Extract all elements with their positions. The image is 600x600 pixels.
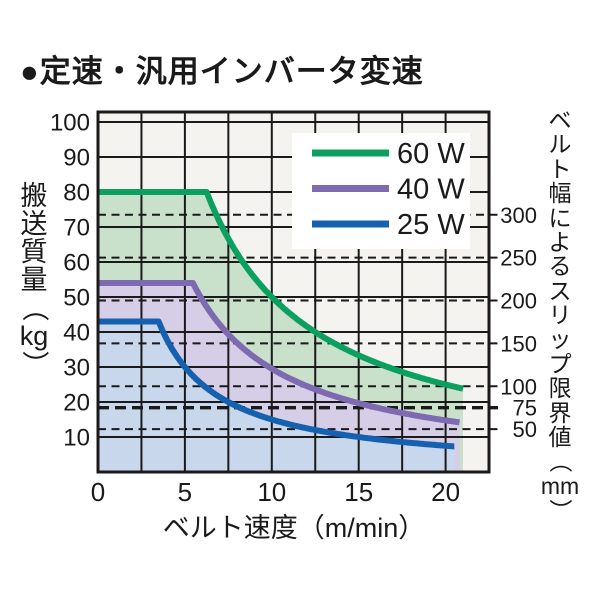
- gridlines: [98, 112, 489, 472]
- y-tick-label: 90: [63, 145, 90, 172]
- series-line-40w: [98, 280, 462, 426]
- legend: 60 W 40 W25 W: [292, 133, 470, 249]
- y2-tick-label: 300: [500, 203, 537, 228]
- series-fill-25w: [98, 321, 455, 472]
- x-axis-title: ベルト速度（m/min）: [162, 513, 426, 543]
- axis-title-char: 幅: [548, 180, 572, 207]
- y2-tick-label: 150: [500, 331, 537, 356]
- y2-tick-label: 200: [500, 289, 537, 314]
- y-axis-title-right: ベルト幅によるスリップ限界値（mm）: [540, 107, 580, 522]
- y2-tick-label: 250: [500, 246, 537, 271]
- axis-title-char: （: [19, 294, 50, 322]
- chart-title: ●定速・汎用インバータ変速: [20, 54, 424, 89]
- x-tick-label: 20: [431, 477, 460, 507]
- axis-title-char: 値: [548, 423, 572, 450]
- axis-title-char: ト: [548, 155, 572, 182]
- x-axis-tick-labels: 0 5 10 15 20: [91, 477, 460, 507]
- axis-title-char: 量: [20, 265, 48, 296]
- axis-title-char: （: [547, 449, 574, 473]
- y-axis-tick-labels: 100 90 80 70 60 50 40 30 20 10: [50, 110, 90, 452]
- y-tick-label: 10: [63, 425, 90, 452]
- x-tick-label: 5: [178, 477, 192, 507]
- y-tick-label: 60: [63, 250, 90, 277]
- axis-title-char: 質: [20, 237, 48, 268]
- axis-title-char: 搬: [20, 181, 48, 211]
- y-tick-label: 30: [63, 355, 90, 382]
- axis-title-char: ス: [548, 277, 572, 304]
- axis-title-char: に: [548, 204, 572, 231]
- legend-label: 60 W: [397, 138, 465, 170]
- axis-title-char: 限: [548, 375, 572, 402]
- legend-label: 40 W: [397, 174, 465, 206]
- y-tick-label: 20: [63, 390, 90, 417]
- y-tick-label: 80: [63, 180, 90, 207]
- x-tick-label: 0: [91, 477, 105, 507]
- axis-title-latin: mm: [540, 472, 580, 499]
- axis-title-latin: kg: [19, 321, 49, 352]
- axis-title-char: ル: [548, 131, 572, 158]
- y-axis-title-left: 搬送質量（kg）: [14, 182, 54, 379]
- legend-label: 25 W: [397, 209, 465, 241]
- axis-title-char: プ: [548, 350, 572, 377]
- y-tick-label: 40: [63, 320, 90, 347]
- series-line-25w: [98, 318, 458, 450]
- axis-title-char: ）: [19, 351, 50, 379]
- axis-title-char: ベ: [548, 107, 572, 133]
- axis-title-char: よ: [548, 228, 572, 255]
- plot-border: [96, 110, 491, 474]
- axis-title-char: る: [548, 253, 572, 280]
- axis-title-char: ）: [547, 498, 574, 522]
- axis-title-char: 送: [20, 209, 48, 240]
- x-tick-label: 10: [257, 477, 286, 507]
- y-tick-label: 50: [63, 285, 90, 312]
- y2-tick-label: 100: [500, 374, 537, 399]
- axis-title-char: ッ: [548, 326, 572, 353]
- y-tick-label: 100: [50, 110, 90, 137]
- y2-tick-label: 50: [513, 417, 537, 442]
- x-tick-label: 15: [344, 477, 373, 507]
- series-line-60w: [98, 189, 466, 392]
- y2-tick-label: 75: [513, 396, 537, 421]
- y-tick-label: 70: [63, 215, 90, 242]
- slip-limit-dashed-lines: [98, 213, 498, 431]
- axis-title-char: 界: [548, 399, 572, 426]
- axis-title-char: リ: [548, 302, 572, 328]
